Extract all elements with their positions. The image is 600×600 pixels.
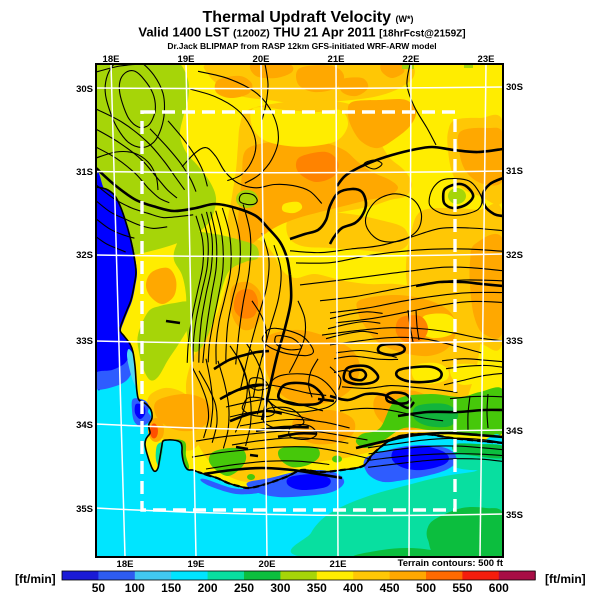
svg-text:30S: 30S <box>76 84 93 95</box>
svg-text:35S: 35S <box>76 504 93 515</box>
svg-text:[ft/min]: [ft/min] <box>15 572 56 586</box>
svg-text:22E: 22E <box>403 54 420 65</box>
svg-text:[ft/min]: [ft/min] <box>545 572 586 586</box>
svg-text:33S: 33S <box>76 336 93 347</box>
svg-text:150: 150 <box>161 581 181 595</box>
svg-text:34S: 34S <box>506 426 523 437</box>
svg-text:500: 500 <box>416 581 436 595</box>
svg-text:35S: 35S <box>506 510 523 521</box>
svg-text:550: 550 <box>452 581 472 595</box>
svg-text:50: 50 <box>92 581 106 595</box>
svg-text:21E: 21E <box>328 54 345 65</box>
svg-text:33S: 33S <box>506 336 523 347</box>
svg-text:34S: 34S <box>76 420 93 431</box>
svg-text:31S: 31S <box>506 166 523 177</box>
svg-text:Terrain contours: 500 ft: Terrain contours: 500 ft <box>398 558 504 569</box>
svg-text:23E: 23E <box>478 54 495 65</box>
svg-text:30S: 30S <box>506 82 523 93</box>
svg-text:32S: 32S <box>76 250 93 261</box>
svg-text:350: 350 <box>307 581 327 595</box>
svg-text:32S: 32S <box>506 250 523 261</box>
svg-text:250: 250 <box>234 581 254 595</box>
svg-text:300: 300 <box>270 581 290 595</box>
svg-text:600: 600 <box>489 581 509 595</box>
svg-text:21E: 21E <box>330 559 347 570</box>
svg-text:200: 200 <box>198 581 218 595</box>
svg-text:18E: 18E <box>117 559 134 570</box>
svg-text:31S: 31S <box>76 167 93 178</box>
svg-text:Valid 1400 LST (1200Z) THU 21: Valid 1400 LST (1200Z) THU 21 Apr 2011 [… <box>138 25 465 40</box>
svg-text:400: 400 <box>343 581 363 595</box>
svg-text:Thermal Updraft Velocity (W*): Thermal Updraft Velocity (W*) <box>203 9 414 26</box>
svg-text:19E: 19E <box>178 54 195 65</box>
svg-text:18E: 18E <box>103 54 120 65</box>
svg-text:19E: 19E <box>188 559 205 570</box>
svg-text:450: 450 <box>380 581 400 595</box>
svg-text:100: 100 <box>125 581 145 595</box>
svg-text:20E: 20E <box>259 559 276 570</box>
svg-text:Dr.Jack BLIPMAP from RASP 12km: Dr.Jack BLIPMAP from RASP 12km GFS-initi… <box>167 41 436 51</box>
svg-text:20E: 20E <box>253 54 270 65</box>
